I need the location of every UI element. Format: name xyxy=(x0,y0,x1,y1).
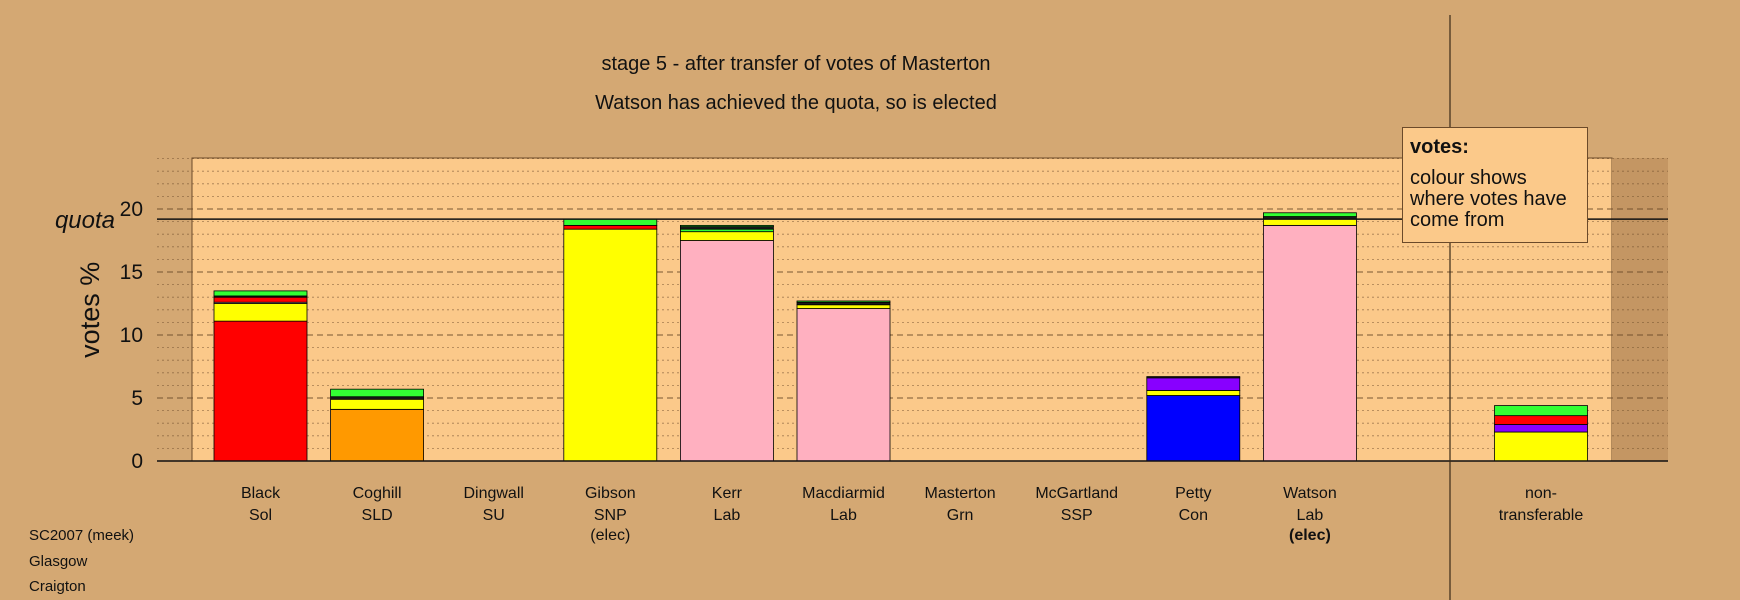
x-label-name: Masterton xyxy=(925,485,996,502)
x-label-party: SNP xyxy=(594,507,627,524)
bar-segment xyxy=(796,308,891,462)
legend-box: votes: colour shows where votes have com… xyxy=(1402,127,1588,243)
x-label-party: SLD xyxy=(362,507,393,524)
legend-body: colour shows where votes have come from xyxy=(1410,167,1567,231)
bar-segment xyxy=(1263,218,1357,226)
bar-segment xyxy=(1146,390,1241,396)
chart-title: stage 5 - after transfer of votes of Mas… xyxy=(601,53,991,75)
x-label-name: Watson xyxy=(1283,485,1337,502)
y-tick-label: 20 xyxy=(120,198,143,221)
x-label-party: Lab xyxy=(1297,507,1324,524)
bar-segment xyxy=(680,240,774,462)
bar-segment xyxy=(796,304,891,309)
x-label-name: non- xyxy=(1525,485,1557,502)
bar-segment xyxy=(1146,377,1241,391)
x-label-party: SU xyxy=(483,507,505,524)
chart-subtitle: Watson has achieved the quota, so is ele… xyxy=(595,92,997,114)
footer-election: SC2007 (meek) xyxy=(29,527,135,544)
bar-segment xyxy=(1263,212,1357,217)
x-label-note: (elec) xyxy=(590,527,630,544)
bar-segment xyxy=(213,320,308,462)
x-label-party: Grn xyxy=(947,507,974,524)
x-label-party: SSP xyxy=(1061,507,1093,524)
x-label-name: Black xyxy=(241,485,281,502)
bar-segment xyxy=(680,231,774,241)
bar-segment xyxy=(330,408,425,462)
bar-segment xyxy=(1494,431,1588,462)
x-label-name: Petty xyxy=(1175,485,1211,502)
y-tick-label: 5 xyxy=(131,387,143,410)
bar-segment xyxy=(563,228,658,462)
bar-segment xyxy=(213,296,308,303)
y-axis-label: votes % xyxy=(75,262,105,358)
bar-segment xyxy=(1146,395,1241,462)
y-tick-label: 10 xyxy=(120,324,143,347)
x-label-party: Sol xyxy=(249,507,272,524)
y-tick-label: 0 xyxy=(131,450,143,473)
bar-segment xyxy=(1494,415,1588,425)
x-label-name: McGartland xyxy=(1035,485,1118,502)
bar-segment xyxy=(213,290,308,297)
bar-segment xyxy=(1263,224,1357,462)
bar-segment xyxy=(563,224,658,230)
bar-segment xyxy=(330,398,425,410)
footer-council: Glasgow xyxy=(29,553,88,570)
bar-segment xyxy=(213,303,308,322)
x-label-name: Dingwall xyxy=(463,485,523,502)
quota-label: quota xyxy=(55,207,115,234)
legend-heading: votes: xyxy=(1410,136,1469,158)
bar-segment xyxy=(1494,405,1588,417)
bar-segment xyxy=(796,300,891,303)
x-label-party: Lab xyxy=(830,507,857,524)
bar-segment xyxy=(1146,376,1241,379)
x-label-party: transferable xyxy=(1499,507,1584,524)
x-label-note: (elec) xyxy=(1289,527,1331,544)
x-label-party: Lab xyxy=(714,507,741,524)
bar-segment xyxy=(563,218,658,226)
x-label-party: Con xyxy=(1179,507,1208,524)
y-tick-label: 15 xyxy=(120,261,143,284)
x-label-name: Coghill xyxy=(353,485,402,502)
bar-segment xyxy=(1494,424,1588,433)
x-label-name: Gibson xyxy=(585,485,636,502)
x-label-name: Kerr xyxy=(712,485,743,502)
bar-segment xyxy=(330,388,425,398)
bar-segment xyxy=(680,224,774,228)
x-label-name: Macdiarmid xyxy=(802,485,885,502)
footer-ward: Craigton xyxy=(29,578,86,595)
plot-margin xyxy=(1612,158,1668,461)
